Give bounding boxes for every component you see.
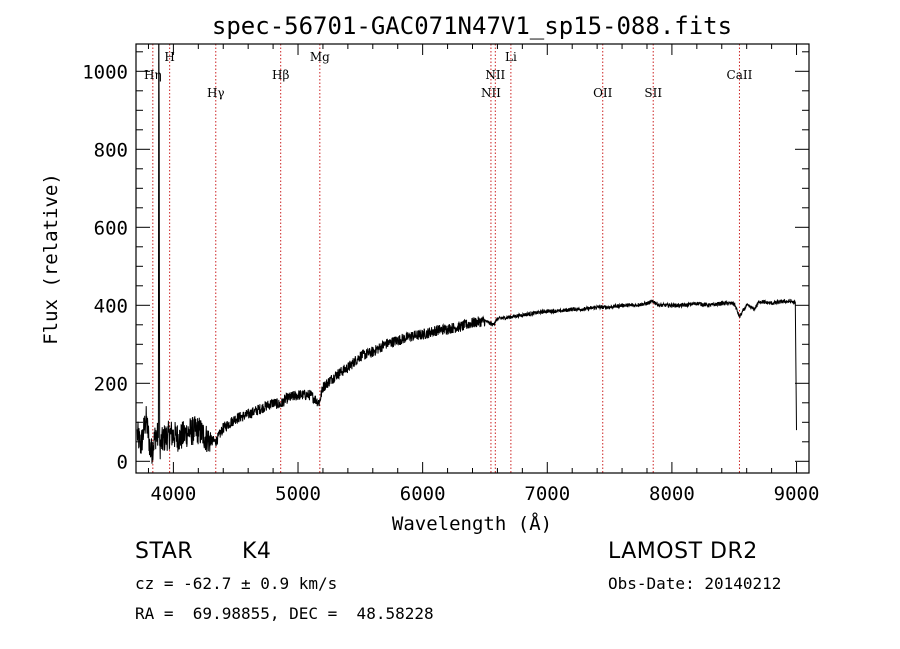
line-marker-label: Hβ — [272, 68, 289, 82]
observation-date: Obs-Date: 20140212 — [608, 574, 782, 593]
x-tick-label: 7000 — [524, 483, 570, 505]
y-tick-label: 200 — [94, 373, 128, 395]
line-marker-label: Li — [505, 50, 517, 64]
x-axis-label: Wavelength (Å) — [392, 512, 552, 535]
coordinates-readout: RA = 69.98855, DEC = 48.58228 — [135, 604, 434, 623]
line-marker-label: Mg — [310, 50, 330, 64]
y-tick-label: 1000 — [82, 61, 128, 83]
y-tick-label: 400 — [94, 295, 128, 317]
line-marker-label: NII — [485, 68, 505, 82]
x-tick-label: 8000 — [649, 483, 695, 505]
line-marker-label: OII — [593, 86, 613, 100]
x-tick-label: 6000 — [400, 483, 446, 505]
chart-title: spec-56701-GAC071N47V1_sp15-088.fits — [212, 12, 732, 40]
line-marker-label: Hγ — [207, 86, 225, 100]
y-tick-label: 0 — [117, 451, 128, 473]
survey-name: LAMOST DR2 — [608, 539, 758, 564]
y-tick-label: 800 — [94, 139, 128, 161]
axis-tick-layer: 4000 5000 6000 7000 8000 9000 0 200 400 600 800 100… — [82, 44, 819, 505]
x-tick-label: 5000 — [275, 483, 321, 505]
line-marker-label: H — [164, 50, 174, 64]
line-marker-label: CaII — [727, 68, 753, 82]
plot-frame — [135, 43, 810, 474]
line-marker-label: NII — [481, 86, 501, 100]
x-tick-label: 4000 — [151, 483, 197, 505]
object-class: STAR — [135, 539, 194, 564]
y-axis-label: Flux (relative) — [40, 173, 62, 345]
x-tick-label: 9000 — [774, 483, 820, 505]
redshift-readout: cz = -62.7 ± 0.9 km/s — [135, 574, 338, 593]
y-tick-label: 600 — [94, 217, 128, 239]
spectrum-line — [136, 43, 797, 464]
line-marker-label: SII — [644, 86, 662, 100]
object-subclass: K4 — [242, 539, 272, 564]
